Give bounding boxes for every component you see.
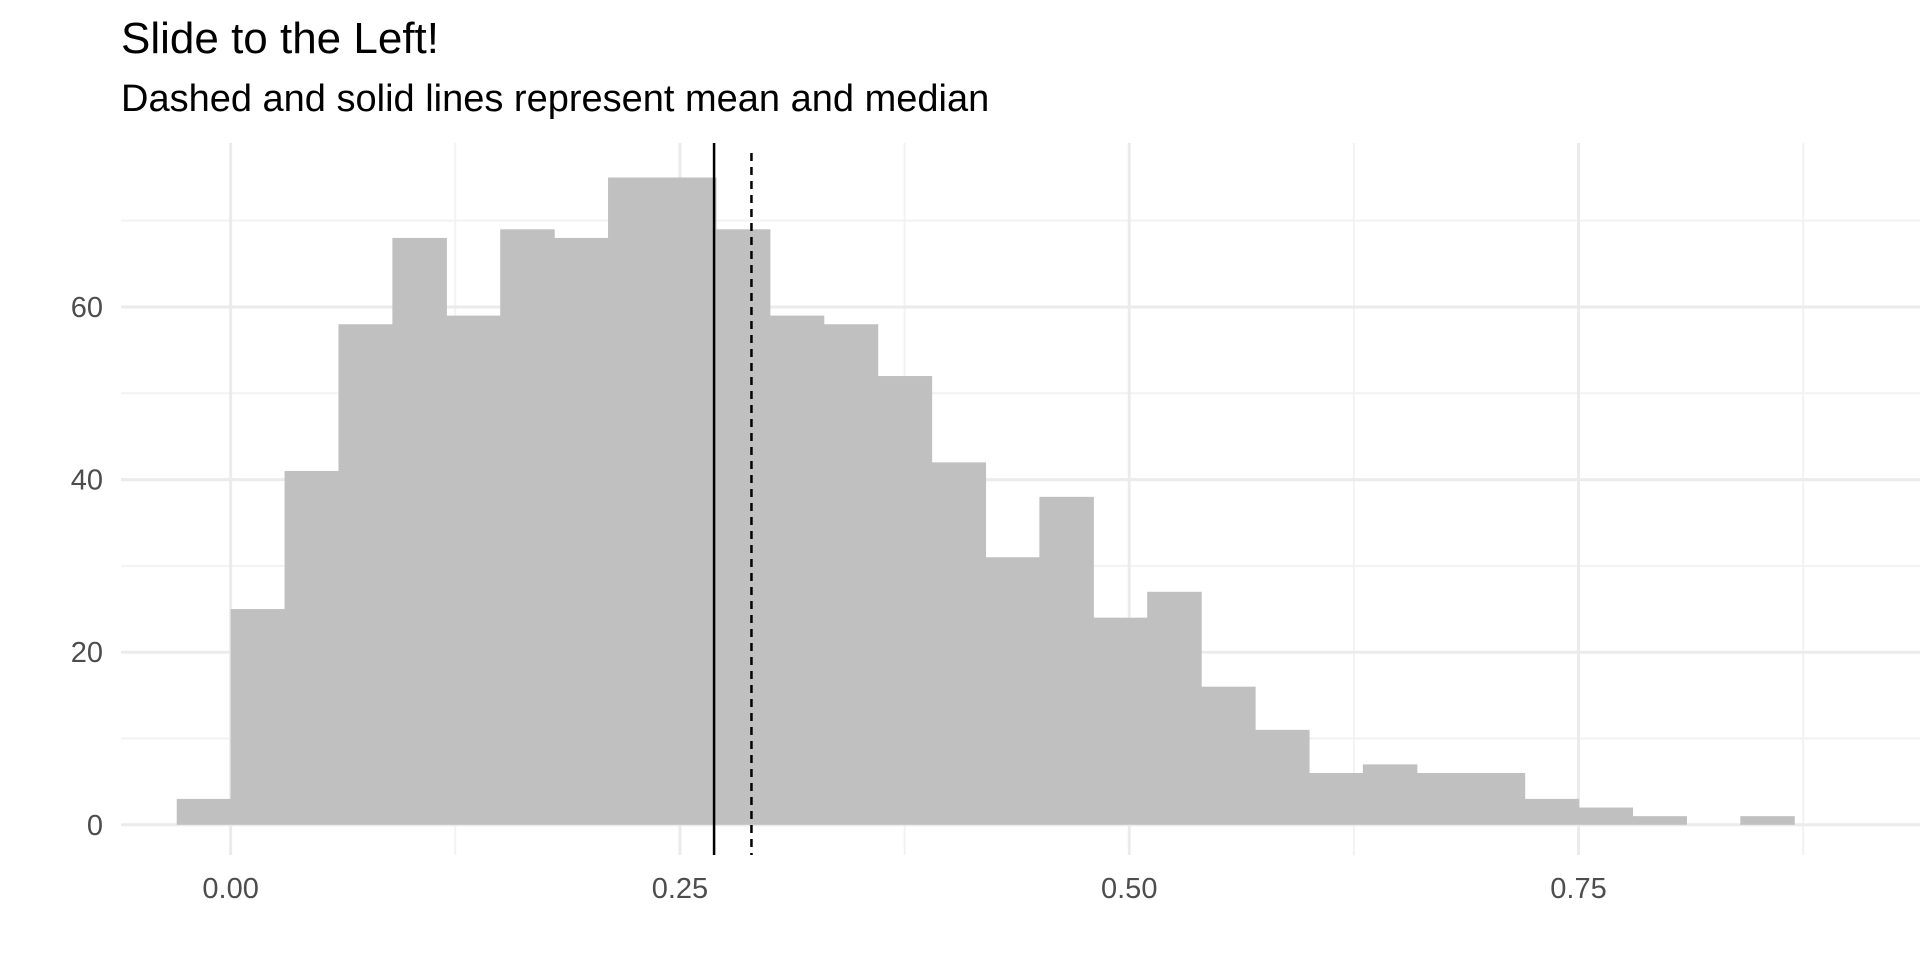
histogram-bar — [554, 237, 609, 825]
y-tick-label: 60 — [71, 292, 103, 324]
histogram-bar — [877, 376, 933, 825]
histogram-bar — [392, 237, 447, 825]
histogram-bar — [500, 229, 555, 825]
histogram-bar — [608, 177, 663, 825]
x-tick-label: 0.00 — [202, 873, 258, 905]
histogram-bar — [931, 462, 987, 825]
histogram-bar — [284, 470, 340, 825]
histogram-bar — [1308, 773, 1364, 825]
y-tick-label: 40 — [71, 465, 103, 497]
y-axis-tick-labels: 0 20 40 60 — [71, 292, 103, 842]
histogram-bar — [661, 177, 717, 825]
histogram-bar — [1740, 816, 1795, 825]
histogram-bar — [1039, 496, 1094, 825]
histogram-bar — [1578, 807, 1634, 825]
histogram-bar — [985, 557, 1040, 825]
histogram-bar — [1632, 816, 1687, 825]
histogram-bar — [1201, 686, 1256, 825]
histogram-bar — [1093, 617, 1148, 825]
x-tick-label: 0.50 — [1101, 873, 1157, 905]
histogram-bars — [176, 177, 1795, 825]
x-tick-label: 0.75 — [1550, 873, 1606, 905]
histogram-bar — [1255, 729, 1310, 825]
histogram-bar — [446, 315, 501, 825]
chart-title: Slide to the Left! — [121, 14, 439, 63]
reference-lines — [712, 143, 753, 855]
histogram-bar — [769, 315, 825, 825]
histogram-bar — [176, 798, 232, 825]
histogram-bar — [338, 324, 393, 825]
x-axis-tick-labels: 0.00 0.25 0.50 0.75 — [202, 873, 1606, 905]
y-tick-label: 0 — [87, 810, 103, 842]
histogram-bar — [230, 609, 286, 825]
x-tick-label: 0.25 — [652, 873, 708, 905]
chart-subtitle: Dashed and solid lines represent mean an… — [121, 78, 990, 120]
histogram-bar — [1147, 591, 1202, 825]
histogram-bar — [715, 229, 771, 825]
histogram-bar — [1524, 798, 1580, 825]
histogram-bar — [1362, 764, 1418, 825]
histogram-bar — [1416, 773, 1472, 825]
y-tick-label: 20 — [71, 637, 103, 669]
histogram-bar — [823, 324, 879, 825]
histogram-bar — [1470, 773, 1526, 825]
